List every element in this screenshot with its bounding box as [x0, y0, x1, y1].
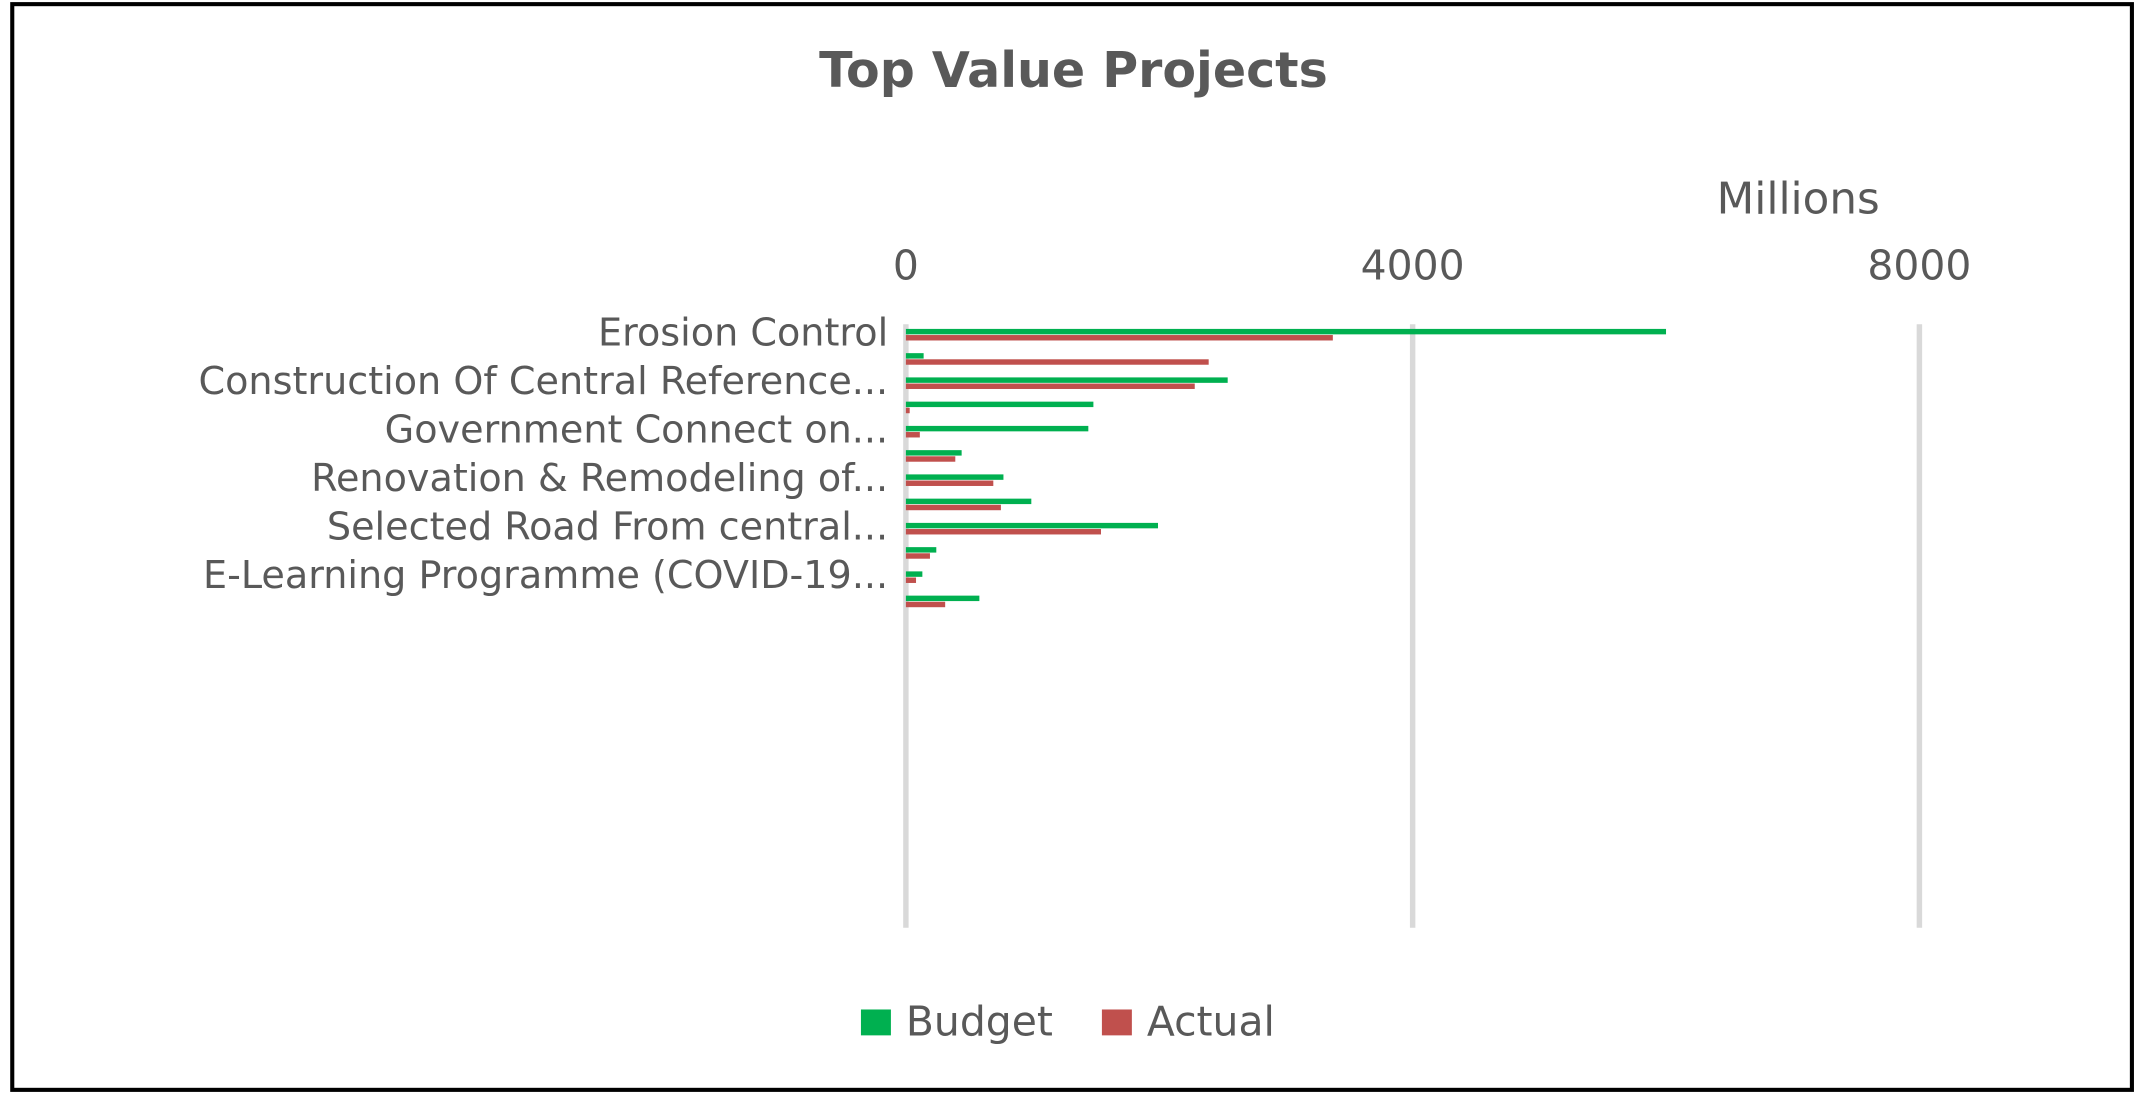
bar — [905, 328, 1667, 335]
bar — [905, 529, 1101, 535]
bar — [905, 504, 1001, 511]
bar — [905, 450, 962, 456]
legend-swatch — [1101, 1009, 1132, 1036]
bar — [905, 353, 924, 359]
bar — [905, 577, 917, 583]
bar — [905, 553, 930, 559]
x-tick-label: 4000 — [1361, 241, 1465, 289]
y-tick-label: Selected Road From central... — [327, 505, 888, 549]
bar — [905, 480, 994, 486]
x-tick-label: 8000 — [1867, 241, 1971, 289]
bar — [905, 547, 937, 553]
legend-label: Budget — [906, 997, 1053, 1045]
legend-label: Actual — [1147, 997, 1275, 1045]
chart-frame — [10, 2, 2134, 1092]
axis-unit-label: Millions — [1717, 175, 1880, 225]
bar — [905, 522, 1159, 529]
chart-title: Top Value Projects — [819, 41, 1328, 99]
y-tick-label: Construction Of Central Reference... — [198, 359, 888, 403]
y-tick-label: Government Connect on... — [385, 408, 888, 452]
bar — [905, 407, 910, 414]
bar — [905, 425, 1089, 432]
bar — [905, 401, 1094, 408]
bar — [905, 571, 923, 577]
bar — [905, 335, 1333, 341]
bar — [905, 383, 1195, 389]
x-tick-label: 0 — [893, 241, 919, 289]
bar — [905, 359, 1209, 365]
bar — [905, 498, 1032, 505]
y-tick-label: Erosion Control — [598, 311, 888, 355]
y-tick-label: Renovation & Remodeling of... — [311, 456, 888, 500]
bar — [905, 595, 980, 602]
bar — [905, 601, 946, 608]
bar — [905, 377, 1228, 383]
bar — [905, 432, 920, 438]
y-tick-label: E-Learning Programme (COVID-19... — [203, 553, 888, 597]
bar — [905, 456, 956, 462]
legend-swatch — [860, 1009, 891, 1036]
bar — [905, 474, 1004, 480]
